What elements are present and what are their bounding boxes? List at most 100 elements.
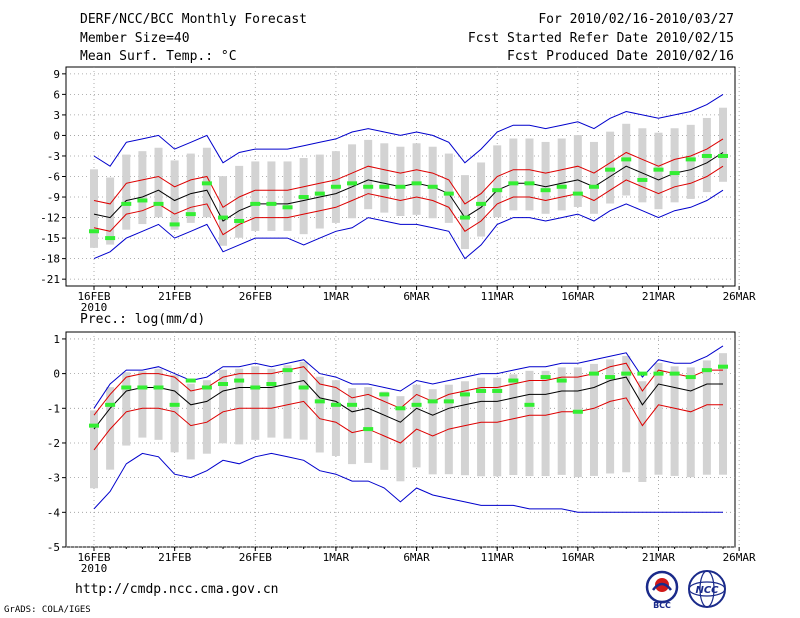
prec-observed-mark — [137, 385, 148, 390]
temp-ensemble-box — [235, 165, 244, 238]
prec-ensemble-box — [589, 363, 598, 476]
prec-observed-mark — [540, 375, 551, 380]
temp-observed-mark — [556, 184, 567, 189]
prec-observed-mark — [508, 378, 519, 383]
temp-observed-mark — [524, 181, 535, 186]
prec-observed-mark — [605, 375, 616, 380]
temp-x-tick-label: 1MAR — [323, 290, 350, 303]
prec-upper-line — [93, 362, 723, 416]
prec-x-tick-label: 16MAR — [561, 551, 594, 564]
source-url: http://cmdp.ncc.cma.gov.cn — [75, 582, 279, 597]
temp-x-tick-label: 16FEB — [77, 290, 110, 303]
temp-ensemble-box — [106, 177, 115, 245]
prec-ensemble-box — [719, 353, 727, 475]
prec-ensemble-box — [186, 383, 195, 460]
prec-observed-mark — [524, 402, 535, 407]
temp-observed-mark — [89, 229, 99, 234]
prec-ensemble-box — [509, 374, 518, 476]
prec-min-line — [93, 452, 723, 513]
prec-x-tick-label: 21FEB — [158, 551, 191, 564]
prec-ensemble-box — [154, 368, 163, 440]
prec-ensemble-box — [670, 366, 679, 476]
temp-observed-mark — [137, 198, 148, 203]
temp-ensemble-box — [493, 145, 502, 218]
prec-observed-mark — [89, 423, 99, 428]
prec-max-line — [93, 345, 724, 409]
temp-y-tick-label: -15 — [40, 232, 60, 245]
prec-ensemble-box — [557, 367, 566, 475]
temp-y-tick-label: -21 — [40, 273, 60, 286]
forecast-period: For 2010/02/16-2010/03/27 — [538, 12, 734, 27]
prec-ensemble-box — [541, 370, 550, 477]
temp-observed-mark — [105, 236, 116, 241]
temp-observed-mark — [201, 181, 212, 186]
temp-observed-mark — [653, 167, 664, 172]
temp-observed-mark — [411, 181, 422, 186]
temp-ensemble-box — [638, 128, 647, 203]
temp-ensemble-box — [444, 153, 453, 223]
temp-ensemble-box — [90, 169, 98, 248]
prec-observed-mark — [201, 385, 212, 390]
prec-ensemble-box — [283, 365, 292, 439]
temp-observed-mark — [282, 205, 293, 210]
prec-ensemble-box — [267, 368, 276, 438]
temp-observed-mark — [234, 218, 245, 223]
prec-x-tick-label: 16FEB — [77, 551, 110, 564]
prec-ensemble-box — [606, 359, 615, 474]
prec-x-tick-label: 6MAR — [403, 551, 430, 564]
temp-observed-mark — [427, 184, 438, 189]
prec-ensemble-box — [170, 374, 179, 453]
temp-observed-mark — [298, 195, 309, 200]
prec-observed-mark — [588, 371, 599, 376]
temp-ensemble-box — [428, 146, 437, 219]
temp-ensemble-box — [686, 124, 695, 199]
prec-ensemble-box — [331, 380, 340, 456]
prec-lower-line — [93, 397, 723, 451]
prec-observed-mark — [218, 382, 229, 387]
prec-observed-mark — [282, 368, 293, 373]
prec-observed-mark — [411, 402, 422, 407]
temp-observed-mark — [314, 191, 325, 196]
temp-ensemble-box — [380, 143, 389, 213]
prec-x-tick-label: 21MAR — [642, 551, 675, 564]
prec-ensemble-box — [202, 380, 211, 454]
temp-ensemble-box — [509, 138, 518, 211]
prec-ensemble-box — [380, 391, 389, 470]
temp-observed-mark — [395, 184, 406, 189]
prec-observed-mark — [637, 371, 648, 376]
prec-y-tick-label: -3 — [47, 472, 60, 485]
temp-ensemble-box — [541, 141, 550, 214]
temp-y-tick-label: -6 — [47, 171, 60, 184]
temp-observed-mark — [605, 167, 616, 172]
prec-observed-mark — [121, 385, 132, 390]
prec-observed-mark — [314, 399, 325, 404]
prec-y-tick-label: 1 — [53, 333, 60, 346]
member-size-label: Member Size=40 — [80, 31, 190, 46]
prec-ensemble-box — [396, 396, 405, 482]
prec-observed-mark — [298, 385, 309, 390]
temp-observed-mark — [718, 153, 728, 158]
prec-observed-mark — [492, 388, 503, 393]
prec-observed-mark — [266, 382, 277, 387]
temp-y-tick-label: 3 — [53, 109, 60, 122]
prec-observed-mark — [330, 402, 341, 407]
temp-x-tick-label: 16MAR — [561, 290, 594, 303]
temp-ensemble-box — [573, 135, 582, 207]
prec-observed-mark — [459, 392, 470, 397]
prec-ensemble-box — [428, 389, 437, 475]
prec-ensemble-box — [702, 360, 711, 475]
temp-max-line — [93, 93, 724, 167]
prec-ensemble-box — [525, 370, 534, 477]
prec-y-tick-label: -1 — [47, 402, 60, 415]
temp-ensemble-box — [348, 144, 357, 219]
prec-ensemble-box — [460, 381, 469, 476]
prec-ensemble-box — [654, 362, 663, 475]
prec-y-tick-label: -5 — [47, 541, 60, 554]
temp-y-tick-label: -18 — [40, 253, 60, 266]
prec-observed-mark — [234, 378, 245, 383]
fcst-started-date: Fcst Started Refer Date 2010/02/15 — [467, 31, 734, 46]
forecast-title: DERF/NCC/BCC Monthly Forecast — [80, 12, 307, 27]
temp-ensemble-box — [186, 153, 195, 223]
temp-observed-mark — [492, 188, 503, 193]
prec-observed-mark — [347, 402, 358, 407]
